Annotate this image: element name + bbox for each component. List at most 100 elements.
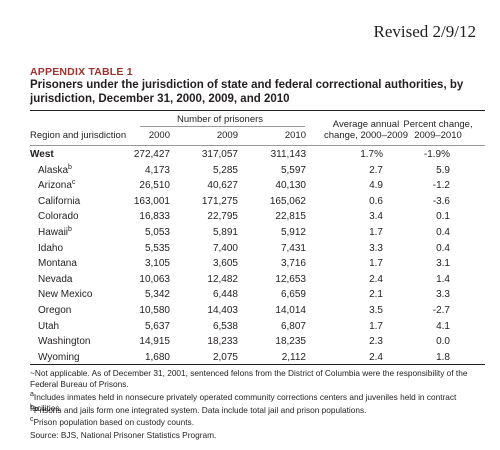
group-header: Number of prisoners [176,114,264,125]
table-cell: 5,053 [144,227,170,238]
table-cell: 7,400 [212,242,238,254]
table-cell: 6,448 [212,289,238,301]
table-cell: 2,075 [212,351,238,363]
table-cell: 1.8 [436,351,450,363]
table-cell: 26,510 [139,180,170,192]
row-label: Montana [38,258,77,270]
jurisdiction-name: West [30,149,54,160]
table-cell: 317,057 [201,149,238,160]
table-cell: 2.3 [369,336,383,348]
table-cell: 4,173 [144,164,170,176]
table-cell: 5,597 [280,164,306,176]
jurisdiction-name: Utah [38,320,60,332]
table-cell: -1.9% [423,149,450,160]
group-rule [140,126,305,127]
row-label: California [38,196,80,208]
table-cell: 1.4 [436,273,450,285]
table-cell: 3.1 [436,258,450,270]
table-cell: 2.4 [369,351,383,363]
table-cell: 0.4 [436,242,450,254]
jurisdiction-name: Nevada [38,273,73,285]
footnote-text: Prison population based on custody count… [33,417,195,427]
table-cell: 16,833 [139,211,170,223]
row-label: Utah [38,321,59,333]
table-cell: 0.6 [369,195,383,207]
table-cell: 2.7 [369,164,383,176]
footnote-mark: b [68,163,72,171]
year-header: 2000 [148,130,170,141]
table-cell: 1.7 [369,227,383,238]
table-cell: 18,233 [207,336,238,348]
row-label: Nevada [38,274,72,286]
jurisdiction-name: Oregon [38,305,72,316]
table-cell: 12,482 [207,273,238,285]
row-label: Oregon [38,305,71,317]
table-cell: 5,891 [212,227,238,238]
table-cell: 311,143 [270,149,306,160]
pct-change-header: 2009–2010 [414,130,462,141]
table-cell: -1.2 [432,180,450,192]
table-cell: 40,130 [275,180,306,192]
table-cell: 22,815 [275,211,306,223]
footnote: bPrisons and jails form one integrated s… [30,404,485,416]
row-label: Hawaiib [38,226,72,239]
row-label: Arizonac [38,179,76,192]
footnote: cPrison population based on custody coun… [30,416,485,428]
table-label: APPENDIX TABLE 1 [30,66,133,78]
table-cell: 14,014 [275,305,306,316]
table-cell: 5,285 [212,164,238,176]
footnote-text: ~Not applicable. As of December 31, 2001… [30,368,468,389]
table-title: Prisoners under the jurisdiction of stat… [30,79,464,105]
header-rule [30,145,485,146]
footnote-text: Includes inmates held in nonsecure priva… [30,392,457,413]
table-cell: 3.3 [436,289,450,301]
table-cell: 1.7 [369,258,383,270]
pct-change-header: Percent change, [403,119,473,130]
row-label: Wyoming [38,352,80,364]
table-cell: -2.7 [432,305,450,316]
table-cell: 0.0 [436,336,450,348]
table-cell: 3,605 [212,258,238,270]
table-cell: 7,431 [280,242,306,254]
table-cell: 5,912 [280,227,306,238]
table-cell: 14,403 [207,305,238,316]
jurisdiction-name: Idaho [38,242,64,254]
footnote-mark: c [71,179,76,187]
jurisdiction-name: Washington [38,336,91,348]
table-cell: 3,716 [280,258,306,270]
row-label: Alaskab [38,163,72,177]
region-header: Region and jurisdiction [30,130,127,141]
row-label: West [30,149,54,161]
table-cell: 5.9 [436,164,450,176]
footnote-mark: b [68,226,72,233]
footnote-mark: a [30,391,34,398]
table-cell: 1.7% [360,149,383,160]
table-cell: 171,275 [201,195,238,207]
row-label: New Mexico [38,289,92,301]
table-cell: 1.7 [369,320,383,332]
table-cell: 3.4 [369,211,383,223]
table-cell: 10,063 [139,273,170,285]
table-cell: 4.1 [436,320,450,332]
avg-change-header: Average annual [332,119,400,130]
table-cell: 14,915 [139,336,170,348]
table-cell: 6,659 [280,289,306,301]
jurisdiction-name: Montana [38,258,77,270]
table-cell: 6,807 [280,320,306,332]
footnote-text: Prisons and jails form one integrated sy… [33,404,367,415]
table-cell: 272,427 [133,149,170,160]
jurisdiction-name: Arizona [38,180,72,192]
jurisdiction-name: Colorado [38,211,79,223]
jurisdiction-name: California [38,195,81,207]
revised-date: Revised 2/9/12 [373,22,476,41]
jurisdiction-name: Wyoming [38,351,80,363]
table-cell: 3.3 [369,242,383,254]
top-rule [30,110,485,111]
jurisdiction-name: Hawaii [38,227,69,238]
table-cell: 40,627 [207,180,238,192]
table-cell: 22,795 [207,211,238,223]
table-cell: 2.4 [369,273,383,285]
table-cell: 1,680 [144,351,170,363]
avg-change-header: change, 2000–2009 [324,130,408,141]
footnote-mark: c [30,416,34,423]
